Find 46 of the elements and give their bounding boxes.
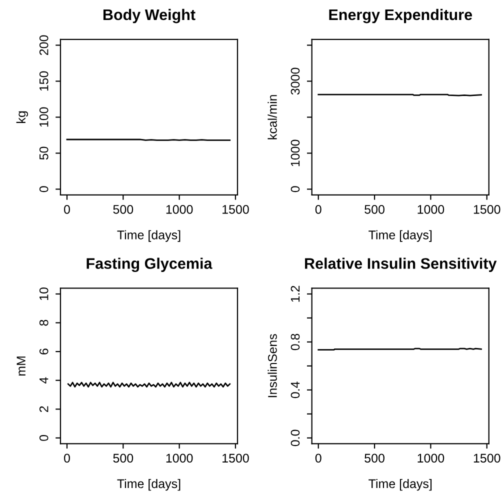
- y-axis-title: mM: [16, 356, 26, 376]
- x-axis-title: Time [days]: [368, 230, 432, 242]
- y-tick-label: 8: [39, 320, 48, 326]
- y-tick-label: 0: [39, 434, 48, 441]
- chart-title: Fasting Glycemia: [86, 258, 212, 272]
- y-tick-label: 0.0: [290, 430, 300, 446]
- chart-title: Relative Insulin Sensitivity: [305, 258, 497, 272]
- y-tick-label: 2: [39, 406, 48, 412]
- y-tick-label: 200: [39, 35, 48, 55]
- x-tick-label: 1500: [222, 454, 249, 463]
- y-tick-label: 10: [39, 288, 48, 300]
- y-tick-label: 0: [39, 186, 48, 192]
- x-tick-label: 1000: [166, 204, 193, 214]
- y-tick-label: 0.4: [290, 382, 300, 398]
- y-tick-label: 4: [40, 377, 48, 384]
- x-tick-label: 1500: [474, 204, 500, 214]
- y-axis-title: kg: [16, 111, 28, 123]
- y-tick-label: 6: [39, 348, 48, 354]
- x-axis-title: Time [days]: [117, 230, 180, 242]
- y-tick-label: 1.2: [290, 286, 300, 302]
- x-tick-label: 1000: [418, 204, 444, 214]
- y-axis-title: InsulinSens: [268, 334, 277, 398]
- x-tick-label: 0: [315, 204, 322, 214]
- x-tick-label: 500: [113, 204, 134, 214]
- y-tick-label: 50: [39, 146, 48, 160]
- x-tick-label: 0: [64, 454, 70, 463]
- x-tick-label: 1500: [474, 454, 500, 463]
- x-tick-label: 1000: [418, 454, 444, 463]
- y-axis-title: kcal/min: [268, 95, 277, 140]
- x-tick-label: 1500: [222, 204, 249, 214]
- chart-title: Body Weight: [103, 8, 196, 24]
- x-tick-label: 0: [64, 204, 70, 214]
- x-tick-label: 500: [364, 204, 384, 214]
- y-tick-label: 100: [39, 107, 48, 127]
- x-tick-label: 0: [315, 454, 322, 463]
- x-axis-title: Time [days]: [368, 478, 432, 491]
- y-tick-label: 3000: [290, 68, 300, 95]
- x-tick-label: 500: [364, 454, 384, 463]
- y-tick-label: 0.8: [290, 334, 300, 350]
- y-tick-label: 150: [39, 71, 48, 91]
- x-tick-label: 500: [113, 454, 134, 463]
- y-tick-label: 0: [290, 186, 300, 192]
- x-axis-title: Time [days]: [117, 478, 180, 491]
- x-tick-label: 1000: [166, 454, 193, 463]
- chart-title: Energy Expenditure: [329, 8, 472, 24]
- y-tick-label: 1000: [290, 140, 300, 166]
